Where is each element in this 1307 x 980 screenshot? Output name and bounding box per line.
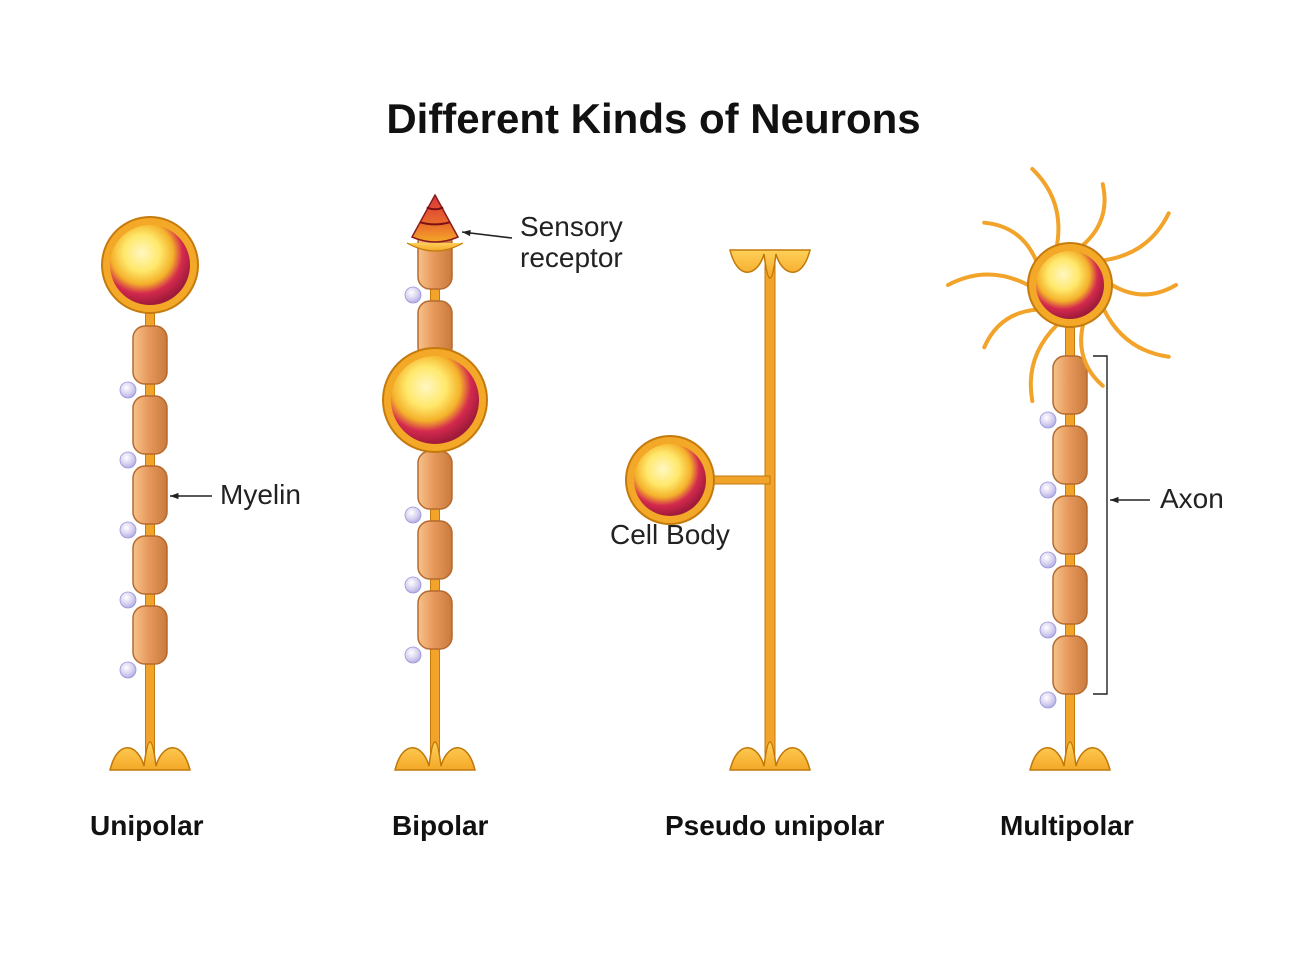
diagram-canvas: Different Kinds of Neurons Unipolar Bipo… [0, 0, 1307, 980]
diagram-svg [0, 0, 1307, 980]
